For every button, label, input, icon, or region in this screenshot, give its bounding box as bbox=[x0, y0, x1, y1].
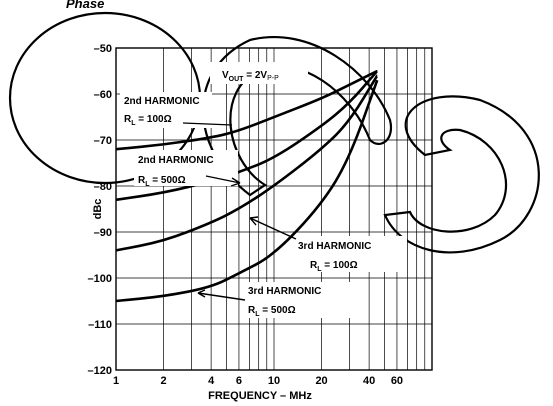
x-tick-label: 1 bbox=[113, 375, 119, 387]
svg-text:RL = 500Ω: RL = 500Ω bbox=[248, 305, 296, 318]
y-tick-label: –120 bbox=[88, 365, 112, 377]
svg-text:VOUT = 2VP-P: VOUT = 2VP-P bbox=[222, 70, 279, 83]
series-line-1 bbox=[115, 69, 378, 151]
svg-text:3rd HARMONIC: 3rd HARMONIC bbox=[298, 241, 371, 252]
y-axis-label: dBc bbox=[92, 199, 104, 220]
watermark-logo bbox=[8, 11, 540, 254]
svg-text:3rd HARMONIC: 3rd HARMONIC bbox=[248, 286, 321, 297]
x-tick-label: 6 bbox=[236, 375, 242, 387]
y-tick-labels: –50 –60 –70 –80 –90 –100 –110 –120 bbox=[88, 43, 112, 377]
y-tick-label: –110 bbox=[88, 319, 112, 331]
series-pointer-2nd-500 bbox=[205, 175, 241, 187]
series-line-3 bbox=[115, 74, 379, 252]
x-tick-label: 4 bbox=[208, 375, 215, 387]
series-pointer-2nd-100 bbox=[182, 122, 233, 126]
y-tick-label: –100 bbox=[88, 273, 112, 285]
series-label-3rd-100: 3rd HARMONIC RL = 100Ω bbox=[295, 236, 407, 273]
svg-text:RL = 500Ω: RL = 500Ω bbox=[138, 175, 186, 188]
y-tick-label: –50 bbox=[94, 43, 112, 55]
series-label-2nd-100: 2nd HARMONIC RL = 100Ω bbox=[120, 92, 212, 128]
x-axis-label: FREQUENCY – MHz bbox=[208, 390, 312, 402]
svg-text:RL = 100Ω: RL = 100Ω bbox=[124, 114, 172, 127]
x-tick-labels: 1 2 4 6 10 20 40 60 bbox=[113, 375, 403, 387]
series-lines bbox=[115, 69, 379, 303]
svg-text:RL = 100Ω: RL = 100Ω bbox=[310, 260, 358, 273]
series-pointer-3rd-500 bbox=[197, 289, 246, 301]
svg-text:2nd HARMONIC: 2nd HARMONIC bbox=[124, 96, 200, 107]
x-tick-label: 10 bbox=[268, 375, 280, 387]
x-tick-label: 2 bbox=[161, 375, 167, 387]
series-label-2nd-500: 2nd HARMONIC RL = 500Ω bbox=[134, 150, 238, 188]
series-line-4 bbox=[115, 79, 379, 303]
y-tick-label: –70 bbox=[94, 135, 112, 147]
series-label-3rd-500: 3rd HARMONIC RL = 500Ω bbox=[243, 282, 353, 318]
x-tick-label: 60 bbox=[391, 375, 403, 387]
x-tick-label: 20 bbox=[315, 375, 327, 387]
series-line-2 bbox=[115, 70, 379, 202]
svg-text:2nd HARMONIC: 2nd HARMONIC bbox=[138, 155, 214, 166]
y-tick-label: –80 bbox=[94, 181, 112, 193]
y-tick-label: –60 bbox=[94, 89, 112, 101]
x-tick-label: 40 bbox=[363, 375, 375, 387]
series-pointer-3rd-100 bbox=[249, 216, 297, 240]
chart-title-fragment: Phase bbox=[66, 0, 104, 11]
y-tick-label: –90 bbox=[94, 227, 112, 239]
condition-label: VOUT = 2VP-P bbox=[210, 62, 308, 84]
